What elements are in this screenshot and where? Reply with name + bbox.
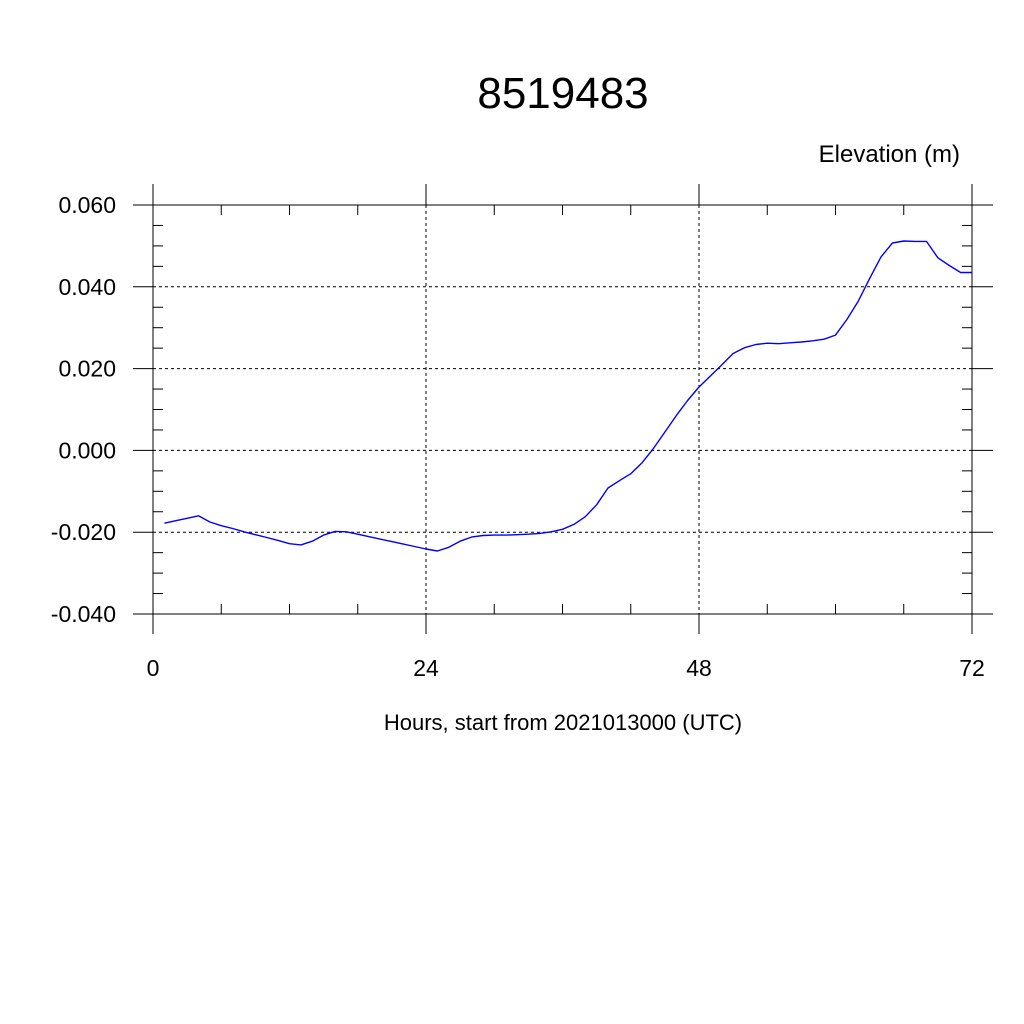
grid-lines [152, 204, 973, 615]
y-axis-label: Elevation (m) [819, 141, 960, 168]
x-tick-label-1: 24 [413, 655, 439, 681]
y-tick-label-5: 0.060 [58, 192, 116, 218]
data-series [164, 240, 972, 552]
x-tick-label-2: 48 [686, 655, 712, 681]
axes: -0.040 -0.020 0.000 0.020 0.040 0.060 0 24 48 72 [51, 184, 993, 681]
x-axis-label: Hours, start from 2021013000 (UTC) [384, 710, 742, 735]
series-line-0 [164, 240, 972, 552]
chart-title: 8519483 [477, 69, 648, 118]
y-tick-label-3: 0.020 [58, 356, 116, 382]
y-tick-label-1: -0.020 [51, 519, 116, 545]
x-tick-label-3: 72 [959, 655, 985, 681]
x-tick-label-0: 0 [147, 655, 160, 681]
y-tick-label-0: -0.040 [51, 601, 116, 627]
y-tick-label-2: 0.000 [58, 437, 116, 463]
y-tick-label-4: 0.040 [58, 274, 116, 300]
